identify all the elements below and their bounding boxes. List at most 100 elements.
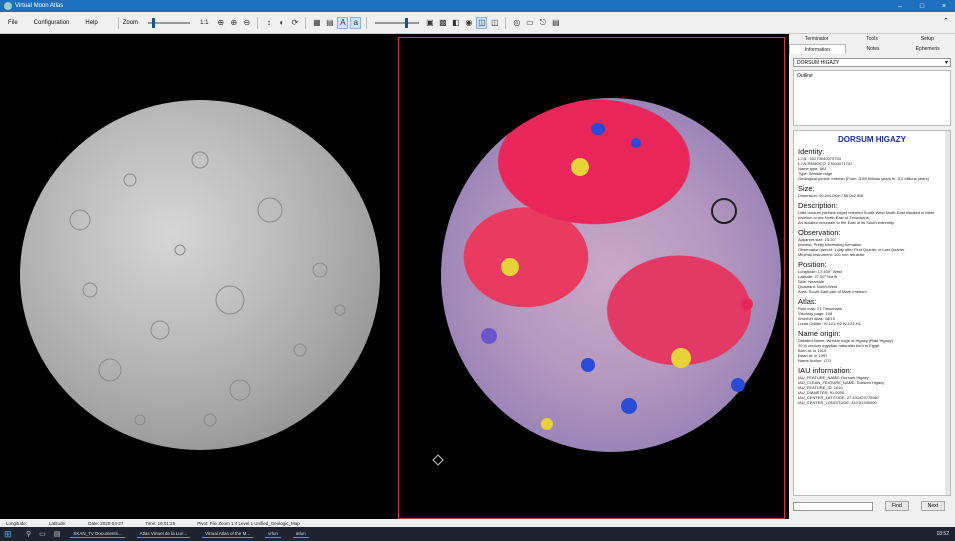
label-small-icon[interactable]: a	[350, 16, 362, 29]
info-line: IAU_CENTER_LATITUDE: 27.431423779987	[798, 395, 880, 400]
find-button[interactable]: Find	[885, 501, 909, 511]
info-line: L.I.N.: 00279040070754	[798, 156, 841, 161]
info-line: L.I.N.REMOCO: 27604071747	[798, 161, 853, 166]
info-line: Latitude: 27.00° North	[798, 274, 837, 279]
overlay-icon[interactable]: ◧	[452, 18, 460, 27]
eye-icon[interactable]: ◉	[465, 18, 473, 27]
info-line: Born at: in 1919	[798, 348, 827, 353]
taskbar-app[interactable]: SKAN_TV Documents...	[70, 530, 125, 538]
info-scrollbar[interactable]	[945, 131, 950, 495]
tabs-row-2: Information Notes Ephemeris	[789, 44, 955, 54]
crater-marker	[741, 298, 753, 310]
info-line: Area: South-East part of Mare Imbrium	[798, 289, 867, 294]
tab-ephemeris[interactable]: Ephemeris	[915, 46, 940, 52]
info-line: Type: Wrinkle ridge	[798, 171, 833, 176]
taskbar-app[interactable]: Virtual Atlas of the M...	[202, 530, 254, 538]
zoom-in-icon[interactable]: ⊕	[230, 18, 238, 27]
tab-notes[interactable]: Notes	[866, 46, 880, 52]
info-section-heading: Size:	[798, 184, 815, 193]
zoom-slider[interactable]	[148, 17, 191, 28]
crater-marker	[581, 358, 595, 372]
maximize-icon[interactable]: □	[919, 2, 925, 10]
label-icon[interactable]: A	[337, 16, 349, 29]
info-section-heading: Position:	[798, 260, 827, 269]
menu-file[interactable]: File	[8, 19, 18, 26]
info-line: Side: Nearside	[798, 279, 825, 284]
crater-marker	[711, 198, 737, 224]
image-icon[interactable]: ▩	[439, 18, 447, 27]
collapse-ribbon-icon[interactable]: ⌃	[943, 18, 949, 25]
info-line: Longitude: 17.400° West	[798, 269, 842, 274]
chevron-down-icon[interactable]: ▾	[944, 60, 948, 66]
next-button[interactable]: Next	[920, 501, 946, 511]
svg-text:.: .	[60, 136, 61, 141]
find-input[interactable]	[793, 501, 873, 511]
split-icon[interactable]: ◫	[491, 18, 499, 27]
center-icon[interactable]: ⊕	[217, 18, 225, 27]
info-section-heading: Identity:	[798, 147, 825, 156]
moon-geologic-disk[interactable]	[441, 98, 781, 452]
right-moon-view[interactable]	[398, 37, 785, 519]
crater-marker	[731, 378, 745, 392]
tab-setup[interactable]: Setup	[920, 36, 934, 42]
tab-information[interactable]: Information	[789, 44, 846, 54]
rotate-icon[interactable]: ⟳	[291, 18, 299, 27]
crater-marker	[541, 418, 553, 430]
toolbar-separator	[305, 16, 307, 29]
menu-configuration[interactable]: Configuration	[33, 19, 70, 26]
minimize-icon[interactable]: –	[898, 2, 902, 10]
zoom-slider-thumb[interactable]	[152, 17, 156, 28]
calendar-icon[interactable]: ▤	[326, 18, 334, 27]
zoom-label: Zoom	[122, 19, 139, 26]
info-line: Wrochet Atlas: 18/19	[798, 316, 835, 321]
toolbar: File Configuration Help Zoom 1:1 ⊕ ⊕ ⊖ ↕…	[0, 12, 955, 34]
snapshot-icon[interactable]: ▣	[426, 18, 434, 27]
formation-select[interactable]: DORSUM HIGAZY ▾	[793, 58, 951, 67]
close-icon[interactable]: ×	[941, 2, 947, 10]
info-line: Viscardy page: 108	[798, 311, 833, 316]
status-time: Time: 19:01:25	[145, 520, 176, 526]
info-line: Detailed Name: Wrinkle ridge of Higazy (…	[798, 338, 894, 343]
print-icon[interactable]: ⎋	[539, 17, 547, 27]
save-icon[interactable]: ▤	[552, 18, 560, 27]
info-section-heading: IAU information:	[798, 366, 852, 375]
moon-photo-disk[interactable]: ...	[20, 100, 380, 450]
selection-marker-icon	[432, 454, 444, 466]
toolbar-separator	[366, 16, 368, 29]
brightness-slider[interactable]	[375, 17, 420, 28]
app-icon	[4, 2, 12, 10]
info-section-heading: Name origin:	[798, 329, 841, 338]
tab-tools[interactable]: Tools	[866, 36, 878, 42]
target-icon[interactable]: ◎	[513, 18, 521, 27]
windows-start-icon[interactable]: ⊞	[4, 529, 12, 539]
flip-vertical-icon[interactable]: ↕	[266, 18, 271, 27]
crater-marker	[501, 258, 519, 276]
file-explorer-icon[interactable]: ▤	[53, 531, 61, 538]
menu-help[interactable]: Help	[85, 19, 98, 26]
info-line: Observation period: 1 day after First Qu…	[798, 247, 905, 252]
info-line: Lunar Orbiter: IV-121-H2 IV-122-H1	[798, 321, 861, 326]
outline-box: Outline	[793, 70, 951, 126]
dual-view-icon[interactable]: ◫	[476, 16, 488, 29]
task-view-icon[interactable]: ▭	[39, 531, 46, 538]
info-section-heading: Observation:	[798, 228, 841, 237]
system-clock[interactable]: 18:52	[936, 531, 949, 537]
brightness-slider-thumb[interactable]	[405, 17, 409, 28]
formation-title: DORSUM HIGAZY	[838, 135, 906, 144]
info-line: IAU_CENTER_LONGITUDE: 342.51330000	[798, 400, 877, 405]
tab-terminator[interactable]: Terminator	[804, 36, 829, 42]
zoom-value: 1:1	[200, 19, 209, 26]
left-moon-view[interactable]: ...	[6, 37, 396, 519]
zoom-out-icon[interactable]: ⊖	[243, 18, 251, 27]
information-panel[interactable]: DORSUM HIGAZY Identity: L.I.N.: 002790400…	[793, 130, 951, 496]
telescope-icon[interactable]: ▭	[526, 18, 534, 27]
taskbar-app[interactable]: vrlun	[265, 530, 281, 538]
taskbar-app[interactable]: Atlas Virtuel de la Lun...	[136, 530, 191, 538]
moon-photo-features: ...	[60, 126, 346, 427]
taskbar-app[interactable]: atlun	[292, 530, 309, 538]
search-icon[interactable]: ⚲	[26, 531, 32, 538]
svg-text:.: .	[230, 126, 231, 131]
grid-icon[interactable]: ▦	[313, 18, 321, 27]
phase-icon[interactable]: ◐	[279, 18, 285, 27]
crater-marker	[631, 138, 641, 148]
